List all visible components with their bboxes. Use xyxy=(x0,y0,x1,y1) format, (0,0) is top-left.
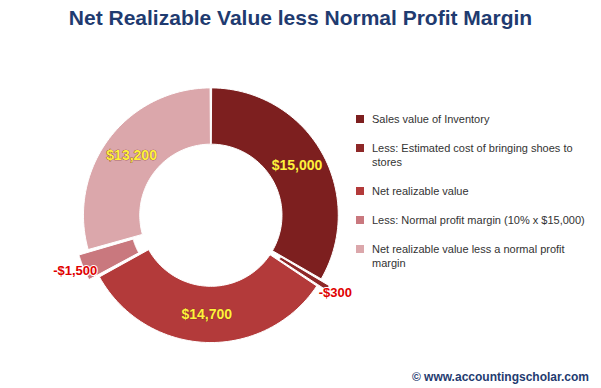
html-text:© www.accountingscholar.com: © www.accountingscholar.com xyxy=(411,370,589,384)
svg-text:$13,200: $13,200 xyxy=(106,147,157,163)
svg-text:$14,700: $14,700 xyxy=(181,306,232,322)
svg-text:$15,000: $15,000 xyxy=(272,157,323,173)
html-text:Net realizable value: Net realizable value xyxy=(372,185,469,197)
html-text:Net Realizable Value less Norm: Net Realizable Value less Normal Profit … xyxy=(68,6,533,29)
html-text:Net realizable value less a no: Net realizable value less a normal profi… xyxy=(372,243,565,269)
html-text:Less: Estimated cost of bringi: Less: Estimated cost of bringing shoes t… xyxy=(372,142,573,168)
html-text:Less: Normal profit margin (10: Less: Normal profit margin (10% x $15,00… xyxy=(372,214,585,226)
html-text:Sales value of Inventory: Sales value of Inventory xyxy=(372,113,490,125)
svg-text:-$300: -$300 xyxy=(319,285,352,300)
svg-text:-$1,500: -$1,500 xyxy=(53,263,97,278)
